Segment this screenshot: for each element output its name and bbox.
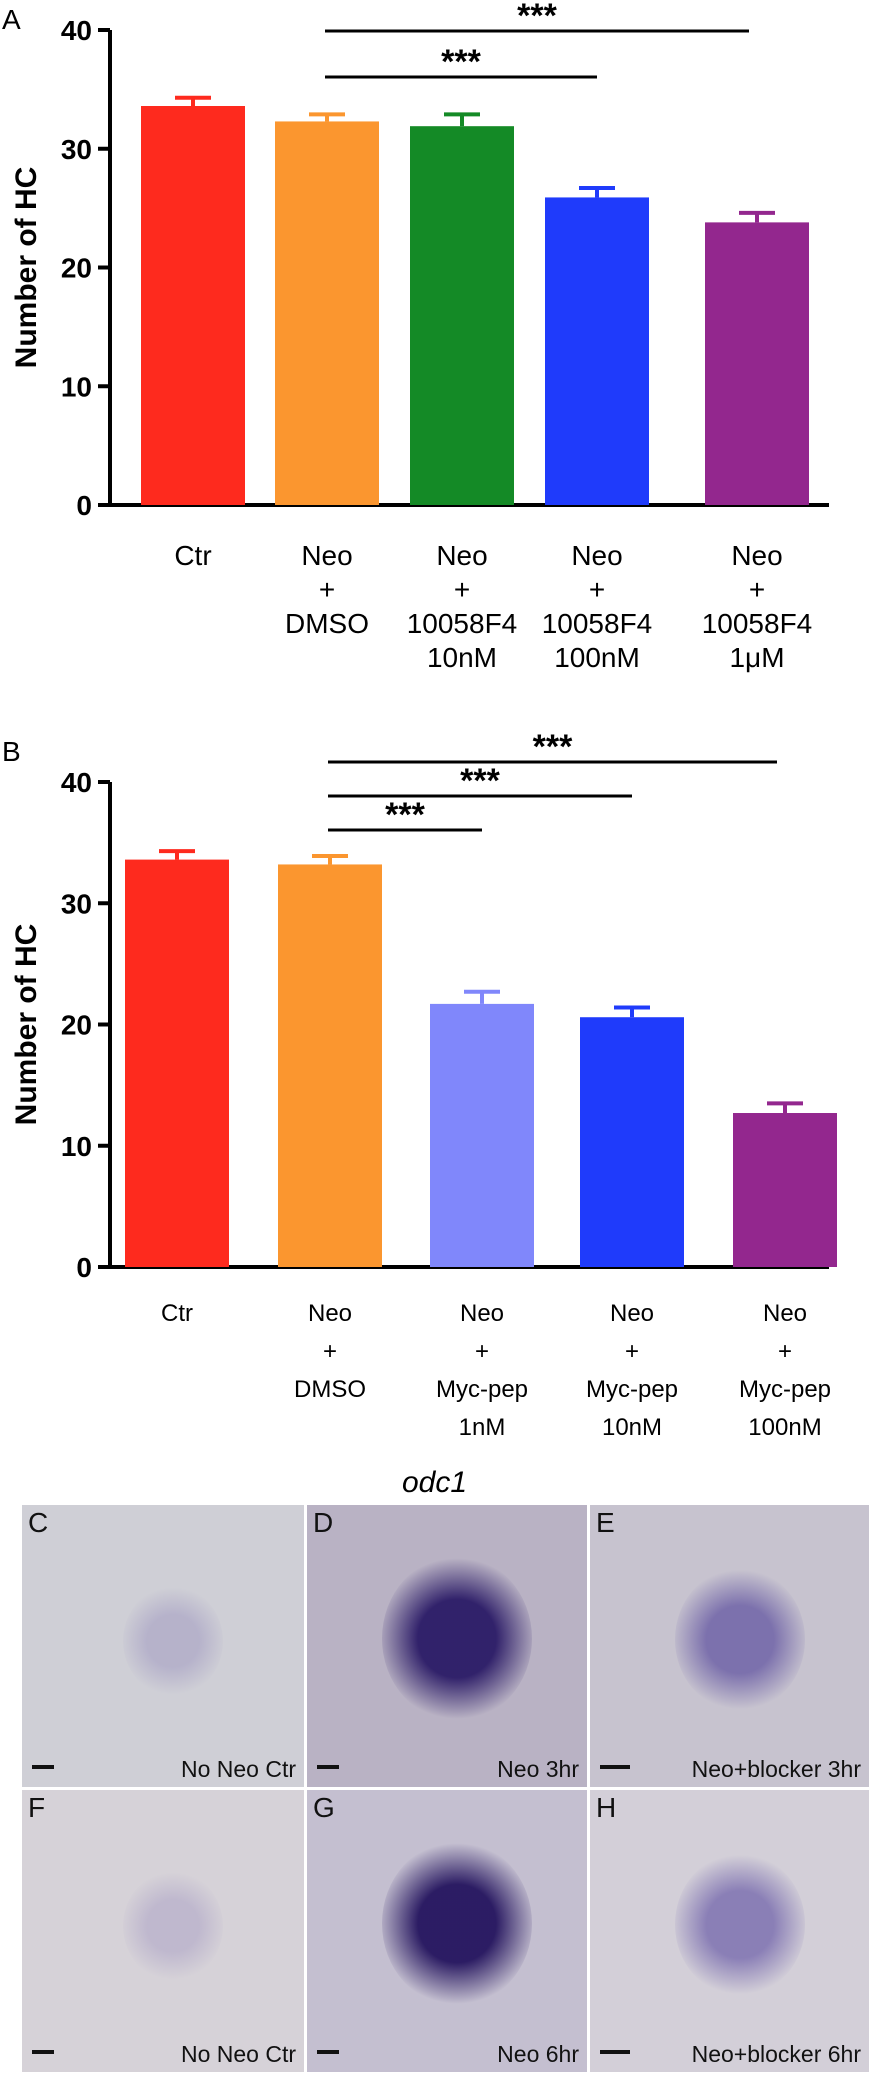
micrograph-caption: Neo 6hr	[497, 2041, 579, 2067]
scale-bar	[317, 2050, 339, 2054]
micrograph-letter: E	[596, 1507, 615, 1538]
bar-a-2	[410, 126, 514, 505]
category-label-a-4: 10058F4	[702, 608, 813, 639]
bar-a-3	[545, 197, 649, 505]
micrograph-letter: G	[313, 1792, 335, 1823]
y-tick-label-a: 30	[61, 134, 92, 165]
bar-b-2	[430, 1003, 534, 1267]
category-label-a-3: +	[589, 574, 605, 605]
category-label-a-1: DMSO	[285, 608, 369, 639]
category-label-b-2: 1nM	[459, 1414, 506, 1440]
category-label-b-3: 10nM	[602, 1414, 662, 1440]
panel-letter-a: A	[2, 4, 21, 35]
category-label-b-2: Myc-pep	[436, 1376, 528, 1403]
category-label-a-4: 1μM	[729, 642, 784, 673]
micrograph-f: F No Neo Ctr	[22, 1790, 304, 2072]
category-label-a-4: Neo	[731, 540, 782, 571]
micrograph-g: G Neo 6hr	[307, 1790, 587, 2072]
stain-blob	[382, 1841, 532, 2006]
category-label-b-3: Myc-pep	[586, 1376, 678, 1403]
significance-label-a-0: ***	[441, 43, 481, 81]
micrograph-h: H Neo+blocker 6hr	[590, 1790, 869, 2072]
micrograph-letter: D	[313, 1507, 334, 1538]
y-tick-label-a: 10	[61, 371, 92, 402]
micrograph-title: odc1	[401, 1466, 468, 1499]
bar-b-1	[278, 864, 382, 1267]
stain-blob	[674, 1853, 805, 1996]
y-tick-label-a: 20	[61, 253, 92, 284]
category-label-b-3: +	[625, 1338, 639, 1365]
category-label-b-4: Myc-pep	[739, 1376, 831, 1403]
micrograph-letter: F	[28, 1792, 46, 1823]
scale-bar	[317, 1765, 339, 1769]
significance-label-b-1: ***	[460, 762, 500, 800]
bar-a-0	[141, 106, 245, 505]
category-label-a-3: Neo	[571, 540, 622, 571]
category-label-a-1: Neo	[301, 540, 352, 571]
scale-bar	[600, 1765, 630, 1769]
scale-bar	[32, 1765, 54, 1769]
category-label-b-2: +	[475, 1338, 489, 1365]
stain-blob	[123, 1871, 223, 1981]
y-tick-label-b: 40	[61, 767, 92, 798]
y-tick-label-a: 40	[61, 15, 92, 46]
bar-chart-b: 0 10 20 30 40 Number of HC Ctr Neo + DMSO Neo + Myc-…	[10, 728, 837, 1440]
scale-bar	[600, 2050, 630, 2054]
category-label-b-1: Neo	[308, 1300, 352, 1327]
micrograph-e: E Neo+blocker 3hr	[590, 1505, 869, 1787]
micrograph-c: C No Neo Ctr	[22, 1505, 304, 1787]
bar-a-1	[275, 121, 379, 505]
micrograph-letter: H	[596, 1792, 617, 1823]
micrograph-caption: Neo+blocker 6hr	[691, 2041, 861, 2067]
category-label-b-4: Neo	[763, 1300, 807, 1327]
category-label-a-2: +	[454, 574, 470, 605]
significance-label-a-1: ***	[517, 0, 557, 35]
bar-b-3	[580, 1017, 684, 1267]
significance-label-b-2: ***	[533, 728, 573, 766]
category-label-a-4: +	[749, 574, 765, 605]
category-label-a-0: Ctr	[174, 540, 211, 571]
category-label-a-1: +	[319, 574, 335, 605]
micrograph-d: D Neo 3hr	[307, 1505, 587, 1787]
y-tick-label-a: 0	[76, 490, 92, 521]
category-label-a-2: Neo	[436, 540, 487, 571]
micrograph-caption: No Neo Ctr	[180, 2041, 296, 2067]
category-label-a-2: 10058F4	[407, 608, 518, 639]
category-label-b-2: Neo	[460, 1300, 504, 1327]
bar-b-4	[733, 1113, 837, 1267]
significance-label-b-0: ***	[385, 796, 425, 834]
category-label-b-1: +	[323, 1338, 337, 1365]
category-label-b-0: Ctr	[161, 1300, 193, 1327]
stain-blob	[123, 1586, 223, 1696]
y-tick-label-b: 20	[61, 1010, 92, 1041]
panel-letter-b: B	[2, 736, 21, 767]
micrograph-caption: No Neo Ctr	[180, 1756, 296, 1782]
y-tick-label-b: 0	[76, 1252, 92, 1283]
category-label-a-3: 100nM	[554, 642, 640, 673]
micrograph-letter: C	[28, 1507, 49, 1538]
category-label-b-1: DMSO	[294, 1376, 366, 1403]
y-tick-label-b: 30	[61, 888, 92, 919]
y-tick-label-b: 10	[61, 1131, 92, 1162]
stain-blob	[674, 1568, 805, 1711]
y-axis-label-a: Number of HC	[10, 167, 43, 369]
category-label-a-2: 10nM	[427, 642, 497, 673]
bar-b-0	[125, 859, 229, 1267]
stain-blob	[382, 1556, 532, 1721]
category-label-b-3: Neo	[610, 1300, 654, 1327]
category-label-b-4: 100nM	[748, 1414, 821, 1440]
scale-bar	[32, 2050, 54, 2054]
category-label-b-4: +	[778, 1338, 792, 1365]
bar-a-4	[705, 222, 809, 505]
micrograph-caption: Neo 3hr	[497, 1756, 579, 1782]
y-axis-label-b: Number of HC	[10, 924, 43, 1126]
category-label-a-3: 10058F4	[542, 608, 653, 639]
micrograph-caption: Neo+blocker 3hr	[691, 1756, 861, 1782]
